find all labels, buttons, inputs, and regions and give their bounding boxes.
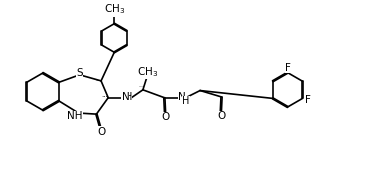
Text: N: N	[121, 92, 129, 102]
Text: O: O	[97, 127, 106, 137]
Text: N: N	[178, 92, 186, 102]
Text: H: H	[125, 92, 132, 102]
Text: CH$_3$: CH$_3$	[137, 65, 159, 79]
Text: H: H	[182, 96, 190, 106]
Text: O: O	[217, 111, 225, 121]
Text: ...: ...	[101, 92, 108, 98]
Text: F: F	[305, 95, 311, 105]
Text: ...: ...	[138, 83, 144, 88]
Text: ...: ...	[95, 76, 102, 82]
Text: CH$_3$: CH$_3$	[104, 2, 125, 16]
Text: O: O	[162, 112, 170, 122]
Text: S: S	[76, 68, 83, 78]
Text: NH: NH	[67, 111, 83, 121]
Text: F: F	[286, 63, 291, 73]
